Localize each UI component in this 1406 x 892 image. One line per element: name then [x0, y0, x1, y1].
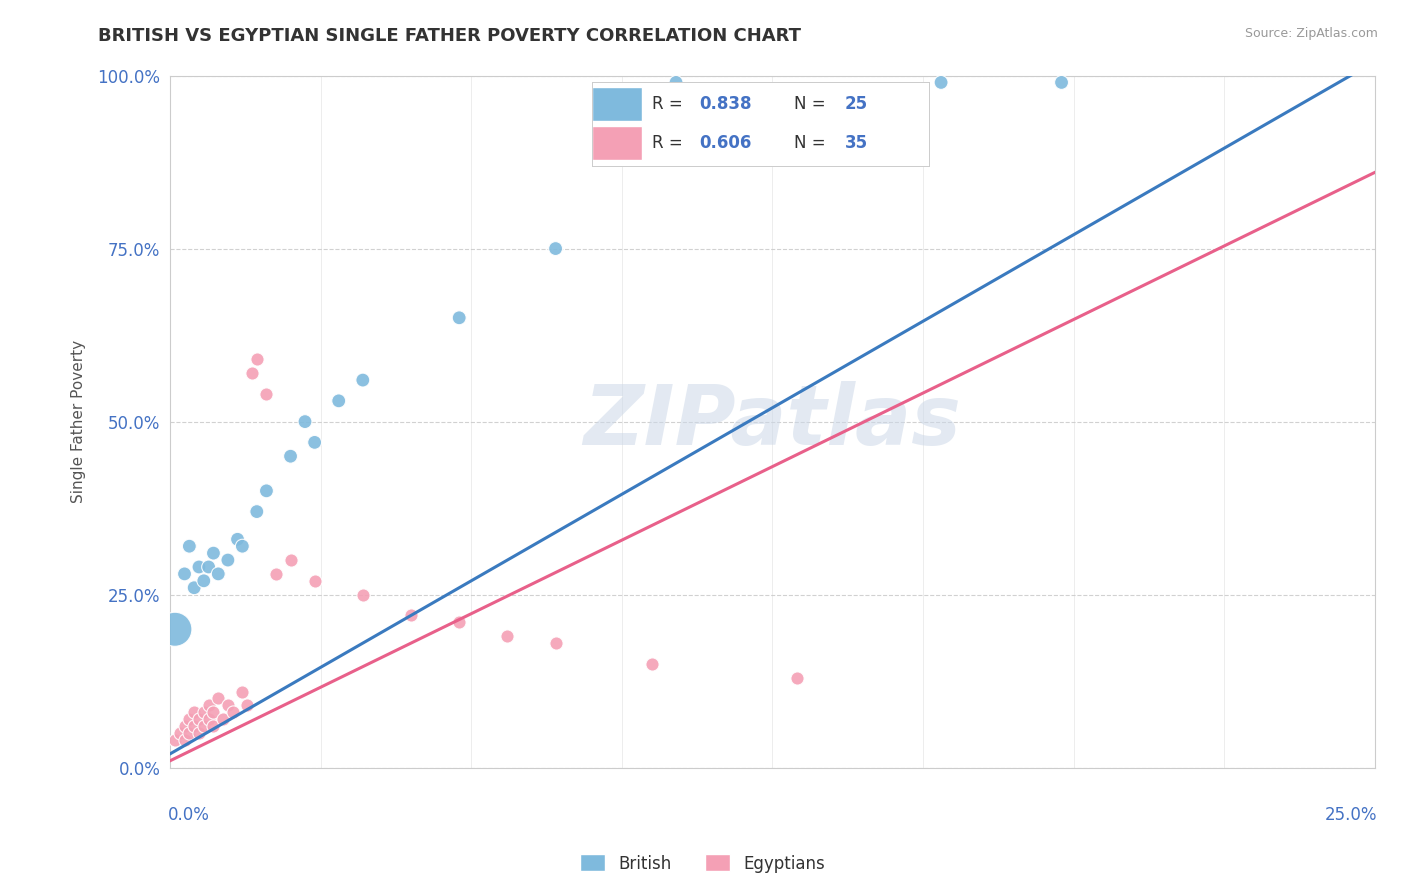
Point — [544, 636, 567, 650]
Text: 0.0%: 0.0% — [167, 805, 209, 824]
Point — [352, 373, 374, 387]
Point — [193, 574, 215, 588]
Point — [328, 393, 350, 408]
Point — [207, 691, 229, 706]
Point — [188, 712, 211, 726]
Legend: British, Egyptians: British, Egyptians — [574, 847, 832, 880]
Point — [197, 712, 219, 726]
Point — [217, 698, 239, 713]
Point — [173, 566, 195, 581]
Point — [352, 588, 374, 602]
Point — [183, 719, 205, 733]
Point — [169, 726, 191, 740]
Point — [222, 706, 245, 720]
Point — [304, 435, 326, 450]
Point — [202, 719, 225, 733]
Point — [173, 719, 195, 733]
Point — [197, 560, 219, 574]
Point — [786, 671, 808, 685]
Point — [641, 657, 664, 671]
Point — [399, 608, 422, 623]
Point — [929, 75, 952, 89]
Point — [202, 706, 225, 720]
Point — [246, 505, 269, 519]
Point — [304, 574, 326, 588]
Point — [449, 615, 471, 630]
Point — [193, 706, 215, 720]
Point — [183, 706, 205, 720]
Point — [188, 560, 211, 574]
Point — [294, 415, 316, 429]
Y-axis label: Single Father Poverty: Single Father Poverty — [72, 340, 86, 503]
Point — [173, 733, 195, 747]
Point — [641, 82, 664, 96]
Point — [246, 352, 269, 367]
Point — [544, 242, 567, 256]
Point — [1050, 75, 1073, 89]
Point — [256, 387, 278, 401]
Point — [183, 581, 205, 595]
Text: BRITISH VS EGYPTIAN SINGLE FATHER POVERTY CORRELATION CHART: BRITISH VS EGYPTIAN SINGLE FATHER POVERT… — [98, 27, 801, 45]
Point — [231, 539, 253, 553]
Point — [188, 726, 211, 740]
Point — [163, 622, 186, 636]
Point — [240, 366, 263, 380]
Point — [264, 566, 287, 581]
Text: Source: ZipAtlas.com: Source: ZipAtlas.com — [1244, 27, 1378, 40]
Point — [163, 733, 186, 747]
Point — [280, 553, 302, 567]
Point — [197, 698, 219, 713]
Point — [280, 449, 302, 463]
Point — [256, 483, 278, 498]
Point — [212, 712, 235, 726]
Point — [179, 726, 201, 740]
Text: 25.0%: 25.0% — [1324, 805, 1376, 824]
Point — [665, 75, 688, 89]
Point — [217, 553, 239, 567]
Point — [449, 310, 471, 325]
Point — [193, 719, 215, 733]
Point — [179, 539, 201, 553]
Point — [179, 712, 201, 726]
Point — [231, 684, 253, 698]
Point — [496, 629, 519, 643]
Point — [202, 546, 225, 560]
Point — [226, 533, 249, 547]
Point — [236, 698, 259, 713]
Text: ZIPatlas: ZIPatlas — [583, 381, 962, 462]
Point — [207, 566, 229, 581]
